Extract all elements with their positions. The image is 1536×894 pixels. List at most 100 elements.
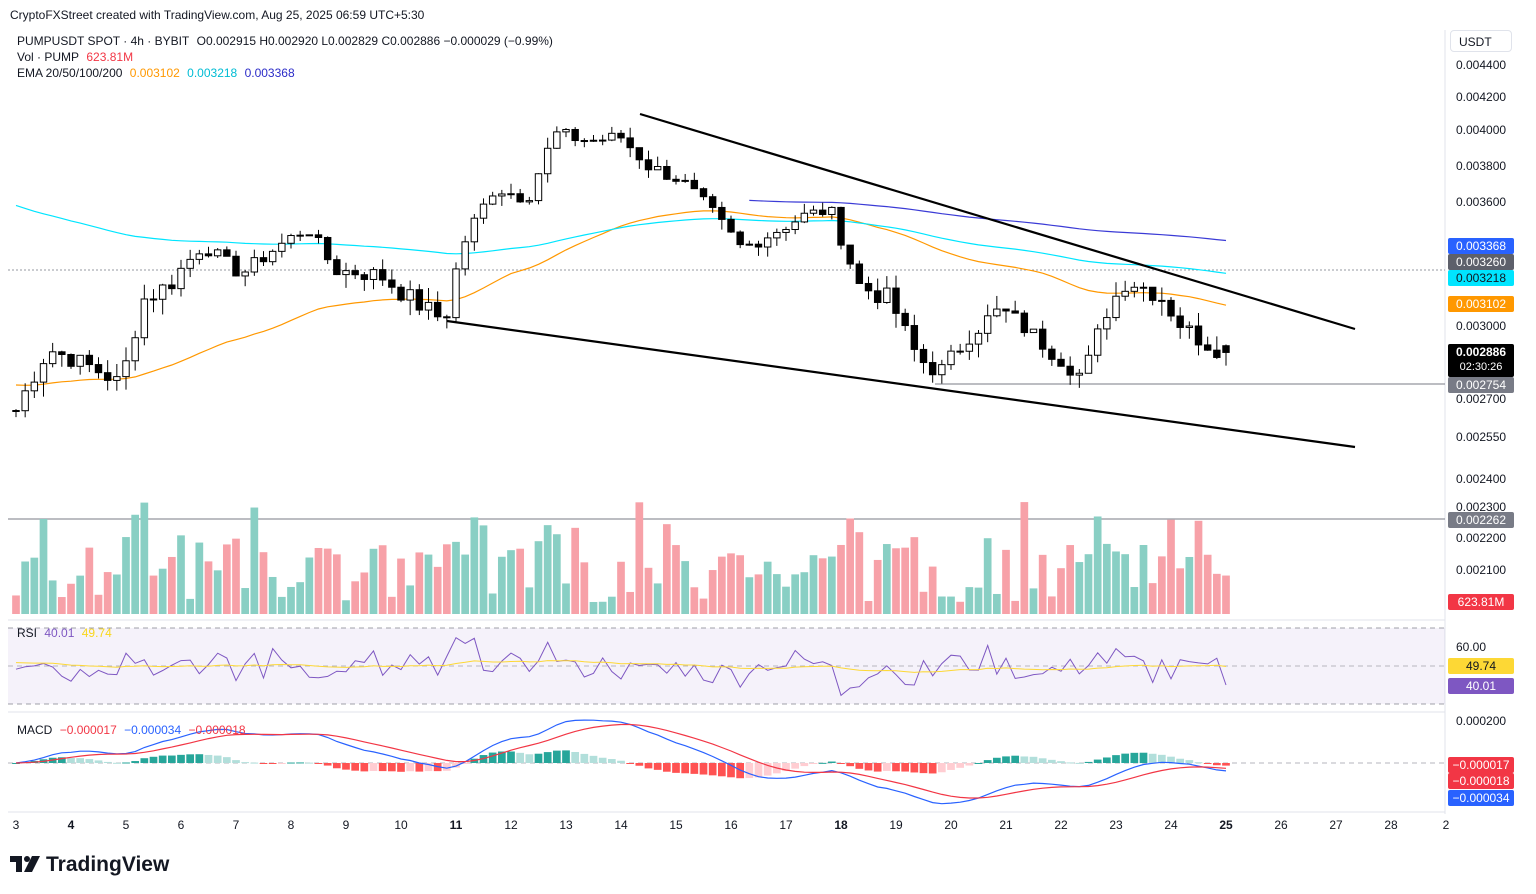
candle-body[interactable] xyxy=(168,284,176,290)
ema-label[interactable]: EMA 20/50/100/200 xyxy=(17,66,123,80)
candle-body[interactable] xyxy=(855,263,864,284)
candle-body[interactable] xyxy=(617,132,625,139)
candle-body[interactable] xyxy=(406,289,414,301)
candle-body[interactable] xyxy=(39,363,48,383)
candle-body[interactable] xyxy=(498,193,506,197)
candle-body[interactable] xyxy=(1222,345,1230,353)
candle-body[interactable] xyxy=(195,253,204,260)
candle-body[interactable] xyxy=(1011,310,1019,314)
candle-body[interactable] xyxy=(287,235,295,244)
candle-body[interactable] xyxy=(488,195,497,205)
candle-body[interactable] xyxy=(30,381,39,392)
candle-body[interactable] xyxy=(1203,344,1212,351)
candle-body[interactable] xyxy=(718,206,726,220)
candle-body[interactable] xyxy=(470,217,479,243)
candle-body[interactable] xyxy=(177,267,185,290)
candle-body[interactable] xyxy=(754,243,763,248)
candle-body[interactable] xyxy=(736,231,744,246)
candle-body[interactable] xyxy=(901,312,909,327)
candle-body[interactable] xyxy=(378,269,387,281)
candle-body[interactable] xyxy=(158,284,167,300)
candle-body[interactable] xyxy=(85,354,94,366)
candle-body[interactable] xyxy=(149,298,158,301)
candle-body[interactable] xyxy=(415,289,424,311)
candle-body[interactable] xyxy=(314,234,323,238)
candle-body[interactable] xyxy=(846,244,854,265)
candle-body[interactable] xyxy=(818,209,827,215)
candle-body[interactable] xyxy=(1029,328,1038,334)
candle-body[interactable] xyxy=(1185,325,1194,328)
candle-body[interactable] xyxy=(1075,372,1084,376)
volume-label[interactable]: Vol · PUMP xyxy=(17,50,80,64)
candle-body[interactable] xyxy=(204,253,213,257)
candle-body[interactable] xyxy=(993,308,1001,317)
candle-body[interactable] xyxy=(1048,348,1056,360)
candle-body[interactable] xyxy=(351,270,359,276)
candle-body[interactable] xyxy=(296,234,304,237)
candle-body[interactable] xyxy=(67,353,75,367)
candle-body[interactable] xyxy=(1020,312,1029,334)
candle-body[interactable] xyxy=(938,364,946,376)
candle-body[interactable] xyxy=(727,218,735,233)
candle-body[interactable] xyxy=(232,255,240,277)
candle-body[interactable] xyxy=(1112,295,1120,319)
candle-body[interactable] xyxy=(278,242,286,252)
candle-body[interactable] xyxy=(323,236,332,261)
candle-body[interactable] xyxy=(1158,299,1166,302)
candle-body[interactable] xyxy=(424,301,433,311)
candle-body[interactable] xyxy=(864,282,873,292)
candle-body[interactable] xyxy=(443,316,451,319)
candle-body[interactable] xyxy=(369,269,378,280)
candle-body[interactable] xyxy=(461,241,469,270)
candle-body[interactable] xyxy=(708,196,717,208)
candle-body[interactable] xyxy=(452,268,460,319)
candle-body[interactable] xyxy=(919,348,928,364)
candle-body[interactable] xyxy=(681,179,689,182)
candle-body[interactable] xyxy=(94,364,103,374)
candle-body[interactable] xyxy=(745,243,754,246)
rsi-label[interactable]: RSI xyxy=(17,626,38,640)
candle-body[interactable] xyxy=(598,139,607,142)
candle-body[interactable] xyxy=(782,229,790,233)
candle-body[interactable] xyxy=(76,354,84,367)
candle-body[interactable] xyxy=(1103,317,1111,330)
candle-body[interactable] xyxy=(213,249,222,257)
candle-body[interactable] xyxy=(589,139,598,142)
candle-body[interactable] xyxy=(773,231,781,239)
candle-body[interactable] xyxy=(186,258,194,269)
candle-body[interactable] xyxy=(259,257,268,263)
candle-body[interactable] xyxy=(828,206,836,215)
candle-body[interactable] xyxy=(580,140,589,143)
candle-body[interactable] xyxy=(543,147,552,175)
candle-body[interactable] xyxy=(360,274,369,280)
candle-body[interactable] xyxy=(571,128,579,142)
candle-body[interactable] xyxy=(1002,308,1010,312)
candle-body[interactable] xyxy=(644,159,653,171)
candle-body[interactable] xyxy=(947,350,955,366)
currency-button[interactable]: USDT xyxy=(1450,30,1512,52)
candle-body[interactable] xyxy=(305,234,314,237)
candle-body[interactable] xyxy=(103,372,112,381)
candle-body[interactable] xyxy=(653,166,662,171)
candle-body[interactable] xyxy=(663,166,671,180)
candle-body[interactable] xyxy=(672,178,680,182)
candle-body[interactable] xyxy=(12,410,20,412)
candle-body[interactable] xyxy=(433,301,442,318)
candle-body[interactable] xyxy=(21,390,29,412)
macd-label[interactable]: MACD xyxy=(17,723,53,737)
candle-body[interactable] xyxy=(479,203,488,219)
candle-body[interactable] xyxy=(388,279,396,288)
candle-body[interactable] xyxy=(1213,349,1221,358)
candle-body[interactable] xyxy=(223,249,231,257)
candle-body[interactable] xyxy=(333,259,341,276)
candle-body[interactable] xyxy=(608,132,616,141)
candle-body[interactable] xyxy=(635,147,644,161)
candle-body[interactable] xyxy=(140,298,149,339)
candle-body[interactable] xyxy=(791,221,799,231)
candle-body[interactable] xyxy=(763,237,772,248)
tradingview-logo[interactable]: TradingView xyxy=(10,853,169,877)
candle-body[interactable] xyxy=(1093,328,1102,356)
candle-body[interactable] xyxy=(1121,290,1129,297)
candle-body[interactable] xyxy=(48,351,57,365)
